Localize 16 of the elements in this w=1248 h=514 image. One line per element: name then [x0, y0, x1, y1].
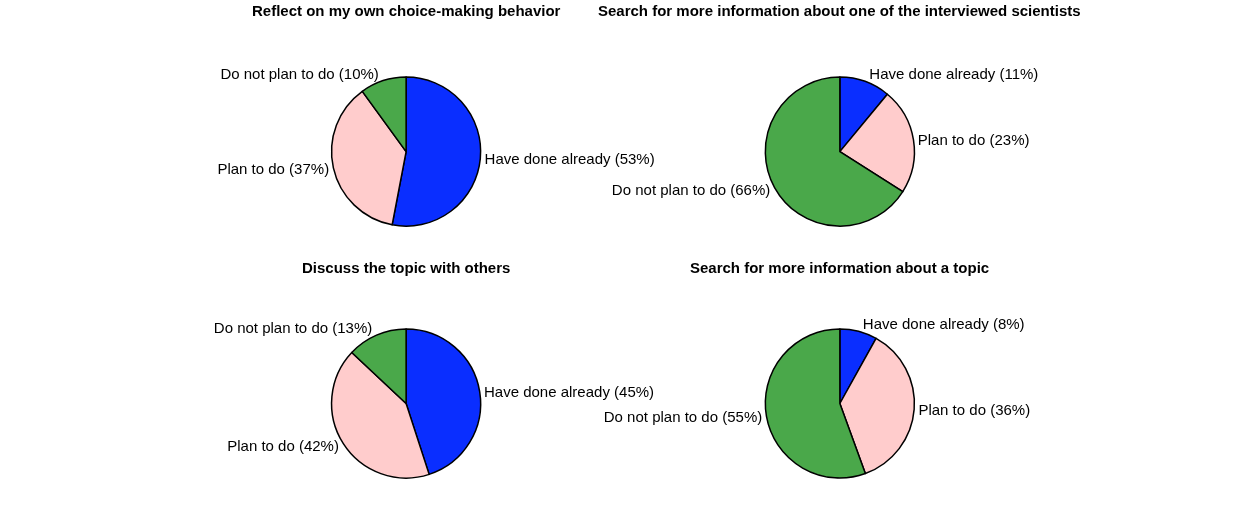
slice-label: Have done already (53%): [484, 150, 655, 168]
slice-label: Plan to do (42%): [227, 437, 339, 455]
slice-label: Plan to do (23%): [917, 131, 1030, 149]
chart-title: Discuss the topic with others: [302, 259, 511, 276]
slice-label: Do not plan to do (10%): [220, 64, 379, 82]
chart-title: Search for more information about one of the interviewed scientists: [598, 2, 1081, 19]
chart-title: Reflect on my own choice-making behavior: [252, 2, 561, 19]
slice-label: Do not plan to do (13%): [213, 319, 373, 337]
slice-label: Have done already (8%): [862, 314, 1025, 332]
chart-title: Search for more information about a topic: [690, 259, 990, 276]
slice-label: Have done already (45%): [483, 383, 655, 401]
slice-label: Have done already (11%): [869, 65, 1039, 83]
slice-label: Do not plan to do (66%): [611, 181, 771, 199]
slice-label: Plan to do (37%): [217, 159, 330, 177]
slice-label: Do not plan to do (55%): [603, 408, 763, 426]
slice-label: Plan to do (36%): [918, 400, 1031, 418]
